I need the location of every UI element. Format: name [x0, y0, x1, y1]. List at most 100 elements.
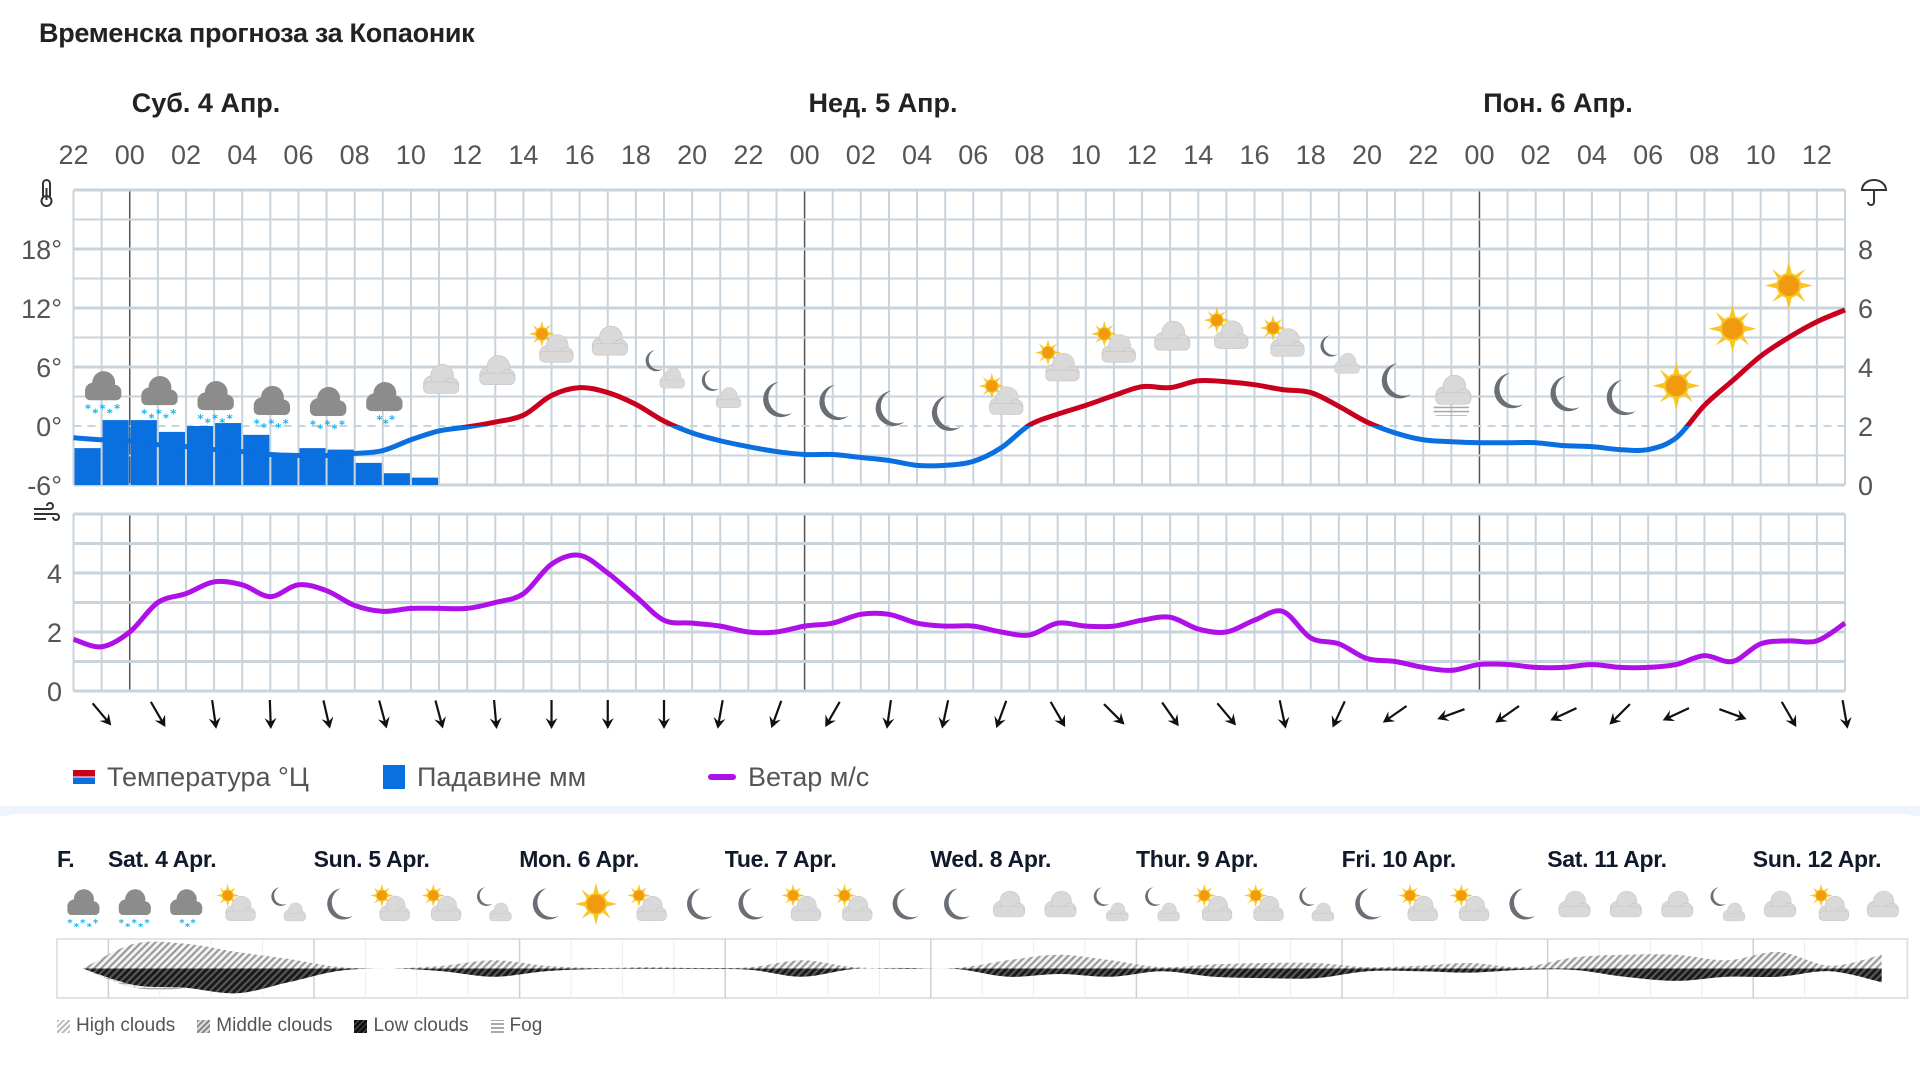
- arrow-head: [882, 717, 895, 729]
- wind-direction-arrow: [1382, 705, 1408, 723]
- hour-tick-label: 04: [1577, 140, 1607, 170]
- moon-icon: [687, 888, 713, 920]
- arrow-shaft: [1333, 700, 1346, 724]
- partly-sunny-icon: [422, 884, 461, 921]
- cloud-icon: [1866, 890, 1899, 918]
- moon-icon: [1355, 888, 1381, 920]
- arrow-head: [1382, 711, 1396, 723]
- cloud-legend: High clouds Middle clouds Low clouds Fog: [57, 1015, 542, 1037]
- day-label: Нед. 5 Апр.: [809, 88, 958, 118]
- night-cloud-icon: [477, 887, 511, 921]
- cloud-icon: [1764, 890, 1796, 918]
- wind-direction-arrow: [91, 702, 112, 726]
- arrow-shaft: [1666, 707, 1690, 720]
- wind-direction-arrow: [1161, 701, 1179, 727]
- sun-icon: [1763, 260, 1814, 311]
- hour-tick-label: 22: [58, 140, 88, 170]
- arrow-head: [264, 717, 277, 729]
- moon-icon: [327, 888, 353, 920]
- wind-direction-arrow: [434, 700, 446, 729]
- precip-axis-label: 0: [1858, 471, 1873, 501]
- precipitation-bar: [383, 473, 410, 485]
- legend-label: Middle clouds: [216, 1015, 333, 1036]
- partly-sunny-icon: [1193, 884, 1232, 921]
- night-cloud-icon: [1145, 887, 1179, 921]
- wind-direction-arrow: [1103, 703, 1125, 725]
- snow-icon: [85, 371, 121, 420]
- arrow-shaft: [996, 700, 1008, 724]
- arrow-head: [1112, 712, 1125, 725]
- wind-direction-arrow: [1662, 707, 1690, 722]
- arrow-head: [1550, 710, 1563, 722]
- temp-axis-label: 6°: [36, 353, 62, 383]
- moon-icon: [532, 888, 559, 920]
- wind-direction-arrow: [1609, 703, 1631, 725]
- wind-icon: [34, 502, 60, 521]
- legend-precipitation: Падавине мм: [383, 760, 586, 794]
- precip-axis-label: 8: [1858, 235, 1873, 265]
- wind-direction-arrow: [378, 700, 390, 729]
- longterm-day-label: Sun. 5 Apr.: [313, 846, 430, 872]
- moon-icon: [738, 888, 764, 920]
- cloud-icon: [1044, 890, 1077, 918]
- high-clouds-swatch: [57, 1019, 70, 1033]
- arrow-head: [1785, 714, 1797, 727]
- wind-direction-arrow: [601, 700, 614, 729]
- cloud-icon: [1154, 320, 1191, 351]
- longterm-day-label: Sun. 12 Apr.: [1752, 846, 1882, 872]
- hour-tick-label: 20: [1352, 140, 1382, 170]
- moon-icon: [944, 888, 970, 920]
- snow-icon: [254, 386, 290, 435]
- precipitation-bar: [186, 426, 214, 485]
- arrow-shaft: [322, 700, 330, 724]
- night-cloud-icon: [702, 370, 741, 408]
- snow-icon: [67, 889, 99, 932]
- partly-sunny-icon: [833, 884, 872, 921]
- day-label: Суб. 4 Апр.: [132, 88, 281, 118]
- legend-fog: Fog: [490, 1015, 542, 1037]
- arrow-head: [1839, 716, 1852, 729]
- temp-axis-label: 12°: [21, 294, 62, 324]
- arrow-head: [99, 713, 112, 726]
- arrow-head: [825, 714, 836, 727]
- fog-icon: [1434, 375, 1471, 416]
- cloud-icon: [1661, 890, 1694, 918]
- hour-tick-label: 06: [958, 140, 988, 170]
- arrow-head: [1495, 711, 1508, 723]
- light-snow-icon: [170, 889, 202, 932]
- wind-direction-arrow: [1331, 700, 1346, 728]
- night-cloud-icon: [271, 887, 305, 921]
- legend-wind-label: Ветар м/с: [748, 761, 870, 792]
- light-snow-icon: [366, 382, 402, 431]
- hour-tick-label: 08: [1015, 140, 1045, 170]
- arrow-head: [1734, 709, 1747, 722]
- arrow-head: [601, 718, 614, 729]
- arrow-head: [1437, 709, 1450, 722]
- hour-tick-label: 08: [1689, 140, 1719, 170]
- wind-direction-arrow: [938, 700, 951, 729]
- arrow-shaft: [434, 700, 443, 724]
- longterm-day-label: Mon. 6 Apr.: [519, 846, 639, 872]
- precipitation-bar: [158, 431, 185, 485]
- snow-icon: [310, 387, 346, 436]
- wind-direction-arrow: [1277, 700, 1290, 729]
- legend-temperature-label: Температура °Ц: [107, 761, 309, 792]
- temp-axis-label: 0°: [36, 412, 62, 442]
- arrow-shaft: [492, 699, 498, 725]
- temp-axis-label: -6°: [27, 471, 62, 501]
- wind-swatch: [708, 774, 736, 780]
- wind-axis-label: 0: [47, 677, 62, 707]
- arrow-shaft: [268, 699, 272, 725]
- arrow-head: [658, 718, 670, 729]
- sun-icon: [1651, 360, 1702, 411]
- precipitation-bar: [130, 420, 157, 485]
- longterm-day-label: Wed. 8 Apr.: [930, 846, 1052, 872]
- moon-icon: [1509, 888, 1535, 920]
- hour-tick-label: 18: [621, 140, 651, 170]
- arrow-head: [713, 716, 726, 729]
- arrow-shaft: [942, 700, 950, 725]
- wind-direction-arrow: [264, 699, 277, 729]
- arrow-shaft: [211, 699, 217, 725]
- hour-tick-label: 10: [1071, 140, 1101, 170]
- arrow-shaft: [1841, 700, 1848, 725]
